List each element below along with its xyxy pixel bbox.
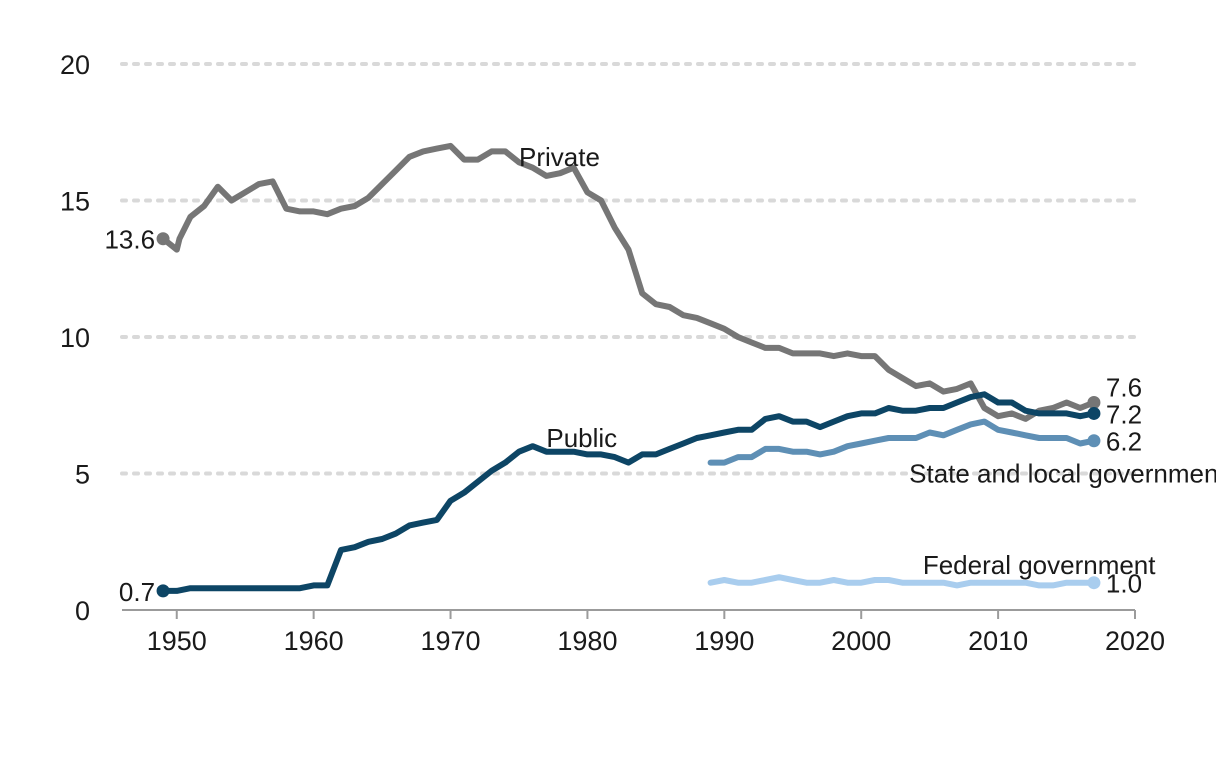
x-tick-label-1970: 1970 xyxy=(421,626,481,656)
series-label-state-and-local-government: State and local government xyxy=(909,459,1216,489)
start-label-public: 0.7 xyxy=(119,577,155,607)
x-tick-label-1960: 1960 xyxy=(284,626,344,656)
y-tick-label-20: 20 xyxy=(60,50,90,80)
x-tick-label-1990: 1990 xyxy=(694,626,754,656)
y-tick-label-0: 0 xyxy=(75,596,90,626)
series-label-public: Public xyxy=(546,423,617,453)
series-label-private: Private xyxy=(519,142,600,172)
x-tick-label-1950: 1950 xyxy=(147,626,207,656)
x-tick-label-1980: 1980 xyxy=(557,626,617,656)
y-tick-label-5: 5 xyxy=(75,460,90,490)
series-line-private xyxy=(160,142,1097,422)
end-label-state-and-local-government: 6.2 xyxy=(1106,427,1142,457)
end-label-federal-government: 1.0 xyxy=(1106,569,1142,599)
x-tick-label-2010: 2010 xyxy=(968,626,1028,656)
start-label-private: 13.6 xyxy=(104,225,155,255)
start-point-private xyxy=(156,232,170,246)
x-tick-label-2000: 2000 xyxy=(831,626,891,656)
end-label-private: 7.6 xyxy=(1106,373,1142,403)
start-point-public xyxy=(156,584,170,598)
y-tick-label-15: 15 xyxy=(60,187,90,217)
series-line-public xyxy=(160,391,1097,594)
series-line-state-and-local-government xyxy=(707,418,1097,466)
x-tick-label-2020: 2020 xyxy=(1105,626,1165,656)
end-point-federal-government xyxy=(1087,576,1101,590)
end-label-public: 7.2 xyxy=(1106,399,1142,429)
end-point-public xyxy=(1087,406,1101,420)
end-point-private xyxy=(1087,396,1101,410)
end-point-state-and-local-government xyxy=(1087,434,1101,448)
y-tick-label-10: 10 xyxy=(60,323,90,353)
series-label-federal-government: Federal government xyxy=(923,550,1156,580)
series-line-federal-government xyxy=(707,574,1097,589)
